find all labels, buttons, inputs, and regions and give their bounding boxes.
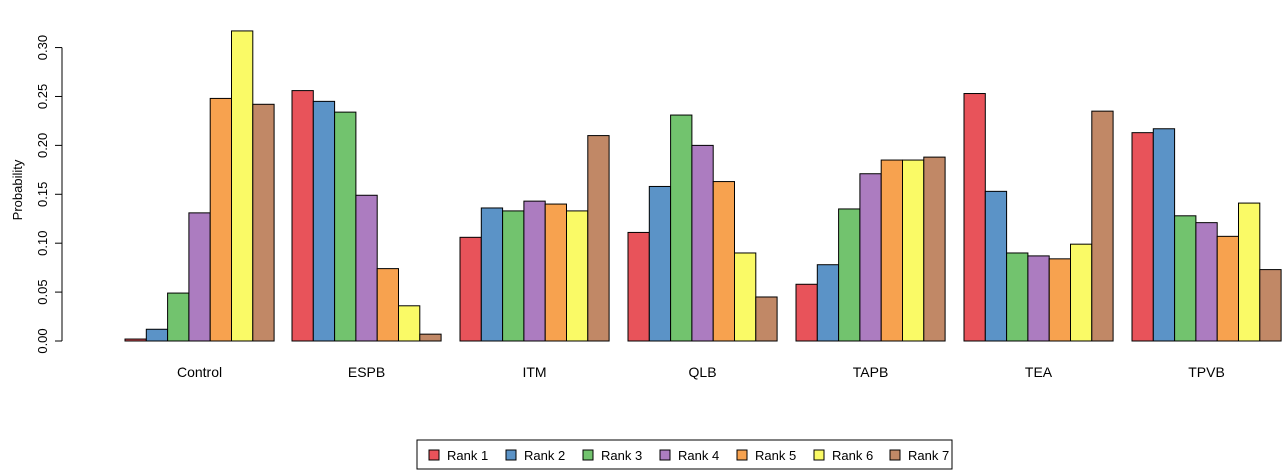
bar-qlb-rank-6 — [734, 252, 757, 342]
y-axis: 0.00 0.05 0.10 0.15 0.20 0.25 0.30 — [35, 35, 63, 354]
bar-control-rank-1 — [124, 338, 147, 342]
legend-swatch — [505, 449, 517, 461]
legend-label: Rank 7 — [908, 448, 949, 463]
bar-control-rank-5 — [209, 97, 232, 342]
bar-qlb-rank-2 — [648, 185, 672, 342]
bar-tea-rank-5 — [1048, 258, 1071, 342]
bar-tapb-rank-4 — [859, 173, 882, 342]
legend-swatch — [582, 449, 594, 461]
bar-espb-rank-2 — [312, 100, 336, 342]
y-tick-label: 0.30 — [35, 35, 50, 60]
bar-qlb-rank-5 — [712, 181, 736, 342]
y-tick-label: 0.20 — [35, 133, 50, 158]
x-tick-label: TAPB — [853, 364, 889, 380]
legend-label: Rank 4 — [678, 448, 719, 463]
bar-espb-rank-1 — [291, 90, 314, 342]
legend-swatch — [813, 449, 825, 461]
legend-swatch — [889, 449, 901, 461]
bar-tapb-rank-3 — [838, 208, 861, 342]
y-tick-label: 0.10 — [35, 231, 50, 256]
bar-itm-rank-4 — [523, 200, 546, 342]
bar-tea-rank-7 — [1091, 110, 1114, 342]
bar-itm-rank-3 — [502, 210, 525, 342]
bar-itm-rank-1 — [459, 236, 482, 342]
x-tick-label: ESPB — [348, 364, 385, 380]
bar-tea-rank-4 — [1027, 255, 1050, 342]
legend-swatch — [428, 449, 440, 461]
bar-qlb-rank-3 — [670, 114, 693, 342]
bar-tapb-rank-6 — [902, 159, 925, 342]
bar-tea-rank-1 — [963, 93, 986, 342]
legend-label: Rank 3 — [601, 448, 642, 463]
bar-tpvb-rank-5 — [1216, 235, 1239, 342]
x-axis-labels: Control ESPB ITM QLB TAPB TEA TPVB — [177, 364, 1225, 380]
bar-espb-rank-4 — [355, 194, 378, 342]
bar-itm-rank-7 — [587, 135, 610, 342]
bar-control-rank-4 — [188, 212, 211, 342]
bar-qlb-rank-7 — [755, 296, 778, 342]
bar-tapb-rank-1 — [795, 283, 818, 342]
bar-tea-rank-3 — [1006, 252, 1029, 342]
x-tick-label: QLB — [689, 364, 717, 380]
bar-itm-rank-6 — [566, 210, 589, 342]
legend-label: Rank 6 — [832, 448, 873, 463]
bar-espb-rank-3 — [334, 111, 357, 342]
y-tick-label: 0.25 — [35, 84, 50, 109]
y-axis-label: Probability — [10, 159, 25, 220]
legend-label: Rank 1 — [447, 448, 488, 463]
bar-itm-rank-2 — [480, 207, 504, 342]
legend-swatch — [659, 449, 671, 461]
y-tick-label: 0.15 — [35, 182, 50, 207]
bar-tapb-rank-5 — [880, 159, 904, 342]
bar-tpvb-rank-7 — [1259, 269, 1282, 342]
x-tick-label: TPVB — [1188, 364, 1225, 380]
bar-tpvb-rank-2 — [1152, 128, 1176, 342]
bar-control-rank-6 — [231, 30, 254, 342]
bar-control-rank-7 — [252, 103, 275, 342]
legend-items: Rank 1 Rank 2 Rank 3 Rank 4 Rank 5 Rank 6 Rank… — [428, 448, 949, 463]
bar-tapb-rank-2 — [816, 264, 840, 342]
bar-qlb-rank-4 — [691, 144, 714, 342]
bar-itm-rank-5 — [544, 203, 568, 342]
x-tick-label: Control — [177, 364, 222, 380]
bar-tpvb-rank-1 — [1131, 132, 1154, 342]
bar-tpvb-rank-6 — [1238, 202, 1261, 342]
x-tick-label: ITM — [522, 364, 546, 380]
bar-qlb-rank-1 — [627, 231, 650, 342]
y-tick-label: 0.05 — [35, 279, 50, 304]
bars — [124, 30, 1282, 342]
bar-tpvb-rank-4 — [1195, 222, 1218, 342]
legend-label: Rank 5 — [755, 448, 796, 463]
legend-swatch — [736, 449, 748, 461]
bar-tpvb-rank-3 — [1174, 215, 1197, 342]
bar-espb-rank-5 — [376, 268, 400, 342]
x-tick-label: TEA — [1025, 364, 1053, 380]
bar-tea-rank-6 — [1070, 243, 1093, 342]
bar-tea-rank-2 — [984, 190, 1008, 342]
legend-label: Rank 2 — [524, 448, 565, 463]
y-tick-label: 0.00 — [35, 328, 50, 353]
bar-espb-rank-7 — [419, 333, 442, 342]
bar-control-rank-2 — [145, 328, 169, 342]
bar-espb-rank-6 — [398, 305, 421, 342]
legend: Rank 1 Rank 2 Rank 3 Rank 4 Rank 5 Rank 6 Rank… — [416, 439, 953, 470]
bar-tapb-rank-7 — [923, 156, 946, 342]
bar-control-rank-3 — [167, 292, 190, 342]
